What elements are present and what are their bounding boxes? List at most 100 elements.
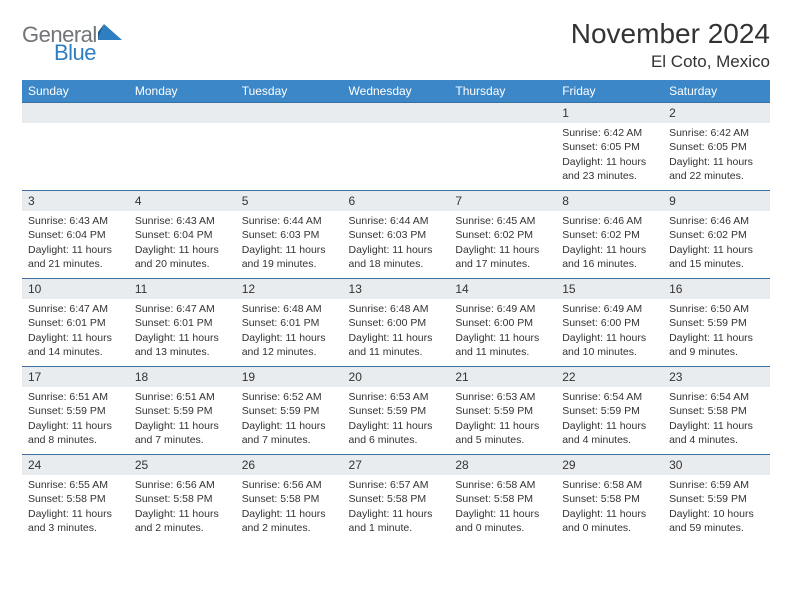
calendar-day-cell: 26Sunrise: 6:56 AMSunset: 5:58 PMDayligh… xyxy=(236,455,343,543)
calendar-day-cell: 7Sunrise: 6:45 AMSunset: 6:02 PMDaylight… xyxy=(449,191,556,279)
daylight-text: Daylight: 11 hours xyxy=(455,507,550,521)
sunrise-text: Sunrise: 6:55 AM xyxy=(28,478,123,492)
day-number: 28 xyxy=(449,455,556,475)
daylight-text: Daylight: 11 hours xyxy=(242,331,337,345)
daylight-text: and 0 minutes. xyxy=(562,521,657,535)
calendar-day-cell: 21Sunrise: 6:53 AMSunset: 5:59 PMDayligh… xyxy=(449,367,556,455)
daylight-text: Daylight: 11 hours xyxy=(349,419,444,433)
sunrise-text: Sunrise: 6:42 AM xyxy=(669,126,764,140)
calendar-day-cell: 23Sunrise: 6:54 AMSunset: 5:58 PMDayligh… xyxy=(663,367,770,455)
daylight-text: and 4 minutes. xyxy=(562,433,657,447)
daylight-text: and 11 minutes. xyxy=(349,345,444,359)
weekday-header: Friday xyxy=(556,80,663,103)
daylight-text: Daylight: 11 hours xyxy=(562,419,657,433)
day-details: Sunrise: 6:44 AMSunset: 6:03 PMDaylight:… xyxy=(236,211,343,274)
sunset-text: Sunset: 5:59 PM xyxy=(669,492,764,506)
daylight-text: Daylight: 11 hours xyxy=(28,331,123,345)
day-number: 13 xyxy=(343,279,450,299)
daylight-text: Daylight: 11 hours xyxy=(135,331,230,345)
day-details: Sunrise: 6:55 AMSunset: 5:58 PMDaylight:… xyxy=(22,475,129,538)
calendar-day-cell: 29Sunrise: 6:58 AMSunset: 5:58 PMDayligh… xyxy=(556,455,663,543)
day-details: Sunrise: 6:49 AMSunset: 6:00 PMDaylight:… xyxy=(449,299,556,362)
sunrise-text: Sunrise: 6:52 AM xyxy=(242,390,337,404)
day-number: 15 xyxy=(556,279,663,299)
daylight-text: Daylight: 11 hours xyxy=(135,507,230,521)
day-details: Sunrise: 6:50 AMSunset: 5:59 PMDaylight:… xyxy=(663,299,770,362)
sunset-text: Sunset: 5:58 PM xyxy=(455,492,550,506)
calendar-body: 1Sunrise: 6:42 AMSunset: 6:05 PMDaylight… xyxy=(22,103,770,543)
calendar-day-cell: 1 Sunrise: 6:42 AMSunset: 6:05 PMDaylight… xyxy=(556,103,663,191)
day-number: 30 xyxy=(663,455,770,475)
sunrise-text: Sunrise: 6:45 AM xyxy=(455,214,550,228)
daylight-text: and 12 minutes. xyxy=(242,345,337,359)
day-number: 6 xyxy=(343,191,450,211)
daylight-text: Daylight: 11 hours xyxy=(28,419,123,433)
day-number: 3 xyxy=(22,191,129,211)
calendar-day-cell: 6Sunrise: 6:44 AMSunset: 6:03 PMDaylight… xyxy=(343,191,450,279)
sunrise-text: Sunrise: 6:54 AM xyxy=(562,390,657,404)
daylight-text: Daylight: 11 hours xyxy=(242,507,337,521)
top-bar: General Blue November 2024 El Coto, Mexi… xyxy=(22,18,770,72)
weekday-header: Monday xyxy=(129,80,236,103)
daylight-text: Daylight: 11 hours xyxy=(669,155,764,169)
daylight-text: and 15 minutes. xyxy=(669,257,764,271)
calendar-day-cell: 22Sunrise: 6:54 AMSunset: 5:59 PMDayligh… xyxy=(556,367,663,455)
day-details: Sunrise: 6:53 AMSunset: 5:59 PMDaylight:… xyxy=(449,387,556,450)
day-number: 9 xyxy=(663,191,770,211)
sunset-text: Sunset: 6:01 PM xyxy=(242,316,337,330)
calendar-day-cell: 13Sunrise: 6:48 AMSunset: 6:00 PMDayligh… xyxy=(343,279,450,367)
day-details: Sunrise: 6:43 AMSunset: 6:04 PMDaylight:… xyxy=(129,211,236,274)
calendar-day-cell: 17Sunrise: 6:51 AMSunset: 5:59 PMDayligh… xyxy=(22,367,129,455)
daylight-text: and 2 minutes. xyxy=(135,521,230,535)
weekday-header: Wednesday xyxy=(343,80,450,103)
day-number: 22 xyxy=(556,367,663,387)
day-number: 1 xyxy=(556,103,663,123)
day-number: 25 xyxy=(129,455,236,475)
weekday-header: Tuesday xyxy=(236,80,343,103)
daylight-text: Daylight: 11 hours xyxy=(562,155,657,169)
daylight-text: Daylight: 11 hours xyxy=(28,243,123,257)
sunrise-text: Sunrise: 6:53 AM xyxy=(455,390,550,404)
sunrise-text: Sunrise: 6:56 AM xyxy=(242,478,337,492)
daylight-text: and 11 minutes. xyxy=(455,345,550,359)
daylight-text: Daylight: 11 hours xyxy=(349,331,444,345)
daylight-text: Daylight: 11 hours xyxy=(669,243,764,257)
daylight-text: Daylight: 11 hours xyxy=(349,507,444,521)
daylight-text: and 3 minutes. xyxy=(28,521,123,535)
daylight-text: Daylight: 11 hours xyxy=(562,331,657,345)
day-number: 16 xyxy=(663,279,770,299)
sunset-text: Sunset: 6:05 PM xyxy=(669,140,764,154)
sunrise-text: Sunrise: 6:58 AM xyxy=(562,478,657,492)
calendar-day-cell: 16Sunrise: 6:50 AMSunset: 5:59 PMDayligh… xyxy=(663,279,770,367)
day-number: 21 xyxy=(449,367,556,387)
day-details: Sunrise: 6:59 AMSunset: 5:59 PMDaylight:… xyxy=(663,475,770,538)
calendar-page: General Blue November 2024 El Coto, Mexi… xyxy=(0,0,792,543)
sunrise-text: Sunrise: 6:43 AM xyxy=(135,214,230,228)
sunset-text: Sunset: 6:03 PM xyxy=(349,228,444,242)
day-details: Sunrise: 6:56 AMSunset: 5:58 PMDaylight:… xyxy=(236,475,343,538)
day-details: Sunrise: 6:54 AMSunset: 5:58 PMDaylight:… xyxy=(663,387,770,450)
calendar-day-cell: 15Sunrise: 6:49 AMSunset: 6:00 PMDayligh… xyxy=(556,279,663,367)
daylight-text: and 59 minutes. xyxy=(669,521,764,535)
sunrise-text: Sunrise: 6:42 AM xyxy=(562,126,657,140)
sunset-text: Sunset: 6:04 PM xyxy=(135,228,230,242)
logo-text-blue: Blue xyxy=(54,42,122,64)
title-block: November 2024 El Coto, Mexico xyxy=(571,18,770,72)
day-number: 2 xyxy=(663,103,770,123)
day-number: 19 xyxy=(236,367,343,387)
daylight-text: and 19 minutes. xyxy=(242,257,337,271)
sunrise-text: Sunrise: 6:50 AM xyxy=(669,302,764,316)
calendar-day-cell: 8Sunrise: 6:46 AMSunset: 6:02 PMDaylight… xyxy=(556,191,663,279)
sunset-text: Sunset: 6:02 PM xyxy=(669,228,764,242)
logo-triangle-icon xyxy=(98,24,122,44)
daylight-text: Daylight: 11 hours xyxy=(669,331,764,345)
sunset-text: Sunset: 5:59 PM xyxy=(242,404,337,418)
day-details: Sunrise: 6:45 AMSunset: 6:02 PMDaylight:… xyxy=(449,211,556,274)
daylight-text: and 2 minutes. xyxy=(242,521,337,535)
daylight-text: Daylight: 11 hours xyxy=(28,507,123,521)
weekday-header: Sunday xyxy=(22,80,129,103)
blank-daynum xyxy=(449,103,556,123)
sunset-text: Sunset: 6:05 PM xyxy=(562,140,657,154)
calendar-day-cell: 27Sunrise: 6:57 AMSunset: 5:58 PMDayligh… xyxy=(343,455,450,543)
day-details: Sunrise: 6:58 AMSunset: 5:58 PMDaylight:… xyxy=(556,475,663,538)
